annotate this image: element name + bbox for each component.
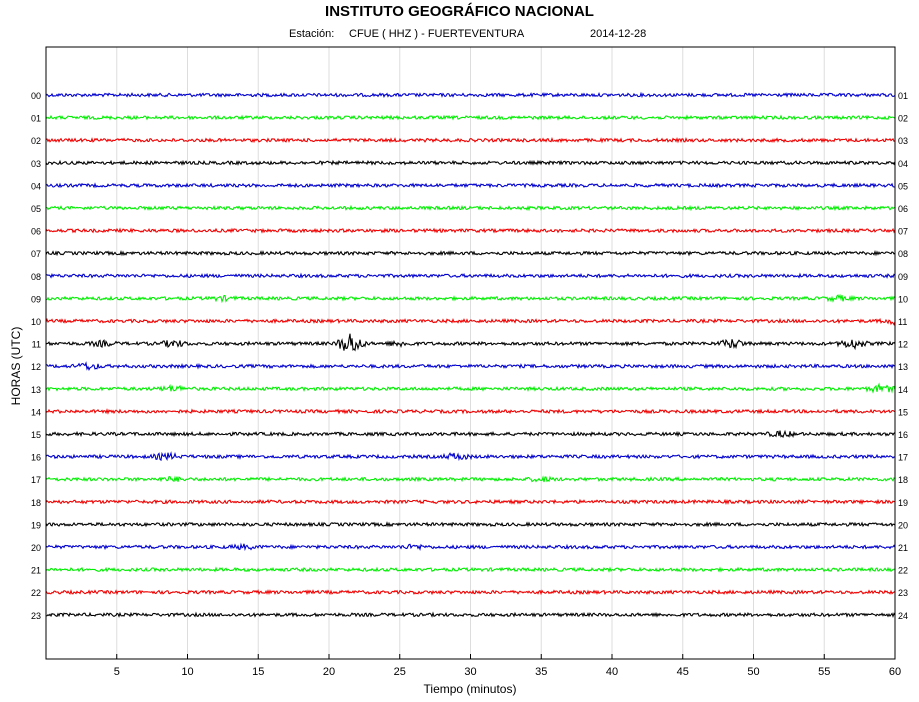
x-tick-label: 40 [606, 666, 618, 678]
hour-label-right: 02 [898, 114, 908, 124]
trace-hour-23 [45, 611, 896, 619]
trace-hour-07 [45, 249, 896, 257]
hour-label-right: 06 [898, 204, 908, 214]
trace-hour-04 [45, 182, 896, 189]
trace-hour-02 [45, 136, 896, 144]
chart-title: INSTITUTO GEOGRÁFICO NACIONAL [325, 3, 594, 20]
hour-label-left: 10 [31, 317, 41, 327]
hour-label-left: 17 [31, 475, 41, 485]
trace-hour-06 [45, 227, 896, 234]
trace-hour-20 [45, 542, 896, 552]
hour-label-left: 06 [31, 227, 41, 237]
trace-hour-08 [45, 272, 896, 279]
hour-label-right: 19 [898, 498, 908, 508]
trace-hour-03 [45, 159, 896, 166]
x-tick-label: 10 [181, 666, 193, 678]
hour-label-left: 04 [31, 181, 41, 191]
x-tick-label: 15 [252, 666, 264, 678]
trace-hour-10 [45, 317, 896, 326]
hour-label-left: 02 [31, 136, 41, 146]
x-axis-label: Tiempo (minutos) [424, 682, 517, 696]
hour-label-right: 21 [898, 543, 908, 553]
hour-label-right: 03 [898, 136, 908, 146]
hour-label-right: 07 [898, 227, 908, 237]
x-tick-label: 35 [535, 666, 547, 678]
hour-label-left: 12 [31, 362, 41, 372]
x-tick-label: 25 [394, 666, 406, 678]
recording-date: 2014-12-28 [590, 28, 647, 40]
hour-label-left: 22 [31, 588, 41, 598]
trace-hour-11 [45, 333, 896, 352]
trace-hour-00 [45, 91, 896, 99]
hour-label-left: 18 [31, 498, 41, 508]
station-label: Estación: [289, 28, 335, 40]
hour-label-left: 19 [31, 520, 41, 530]
hour-label-right: 13 [898, 362, 908, 372]
hour-label-left: 07 [31, 249, 41, 259]
hour-label-left: 01 [31, 114, 41, 124]
hour-label-left: 03 [31, 159, 41, 169]
hour-label-left: 05 [31, 204, 41, 214]
seismic-traces [45, 91, 896, 619]
hour-labels: 00 01 01 02 02 03 03 04 04 05 05 06 06 07 07 08 08 09 09 10… [31, 91, 908, 621]
hour-label-right: 11 [898, 317, 907, 327]
x-axis-ticks: 5 10 15 20 25 30 35 40 45 50 55 60 [114, 654, 901, 678]
hour-label-right: 01 [898, 91, 908, 101]
hour-label-right: 17 [898, 453, 908, 463]
hour-label-right: 09 [898, 272, 908, 282]
hour-label-left: 11 [32, 340, 41, 350]
hour-label-right: 10 [898, 294, 908, 304]
trace-hour-12 [45, 361, 896, 371]
x-tick-label: 5 [114, 666, 120, 678]
hour-label-left: 13 [31, 385, 41, 395]
trace-hour-17 [45, 475, 896, 483]
trace-hour-01 [45, 114, 896, 121]
trace-hour-13 [45, 382, 896, 394]
hour-label-right: 05 [898, 181, 908, 191]
trace-hour-21 [45, 566, 895, 573]
hour-label-left: 21 [31, 566, 41, 576]
x-tick-label: 60 [889, 666, 901, 678]
hour-label-left: 20 [31, 543, 41, 553]
x-tick-label: 55 [818, 666, 830, 678]
trace-hour-19 [45, 521, 896, 528]
grid-lines [116, 47, 825, 659]
trace-hour-15 [45, 429, 896, 439]
x-tick-label: 30 [464, 666, 476, 678]
trace-hour-14 [45, 408, 896, 415]
x-tick-label: 45 [677, 666, 689, 678]
hour-label-right: 22 [898, 566, 908, 576]
hour-label-left: 14 [31, 407, 41, 417]
hour-label-right: 20 [898, 520, 908, 530]
hour-label-right: 16 [898, 430, 908, 440]
hour-label-right: 12 [898, 340, 908, 350]
trace-hour-22 [45, 589, 896, 596]
hour-label-right: 15 [898, 407, 908, 417]
station-value: CFUE ( HHZ ) - FUERTEVENTURA [349, 28, 525, 40]
trace-hour-09 [45, 293, 896, 304]
hour-label-right: 23 [898, 588, 908, 598]
hour-label-left: 16 [31, 453, 41, 463]
hour-label-left: 09 [31, 294, 41, 304]
hour-label-right: 04 [898, 159, 908, 169]
hour-label-left: 15 [31, 430, 41, 440]
trace-hour-16 [45, 451, 896, 462]
hour-label-left: 23 [31, 611, 41, 621]
y-axis-label: HORAS (UTC) [9, 327, 23, 406]
hour-label-right: 18 [898, 475, 908, 485]
hour-label-left: 08 [31, 272, 41, 282]
x-tick-label: 20 [323, 666, 335, 678]
hour-label-left: 00 [31, 91, 41, 101]
hour-label-right: 08 [898, 249, 908, 259]
trace-hour-18 [45, 498, 896, 506]
hour-label-right: 24 [898, 611, 908, 621]
trace-hour-05 [45, 204, 896, 212]
x-tick-label: 50 [747, 666, 759, 678]
hour-label-right: 14 [898, 385, 908, 395]
